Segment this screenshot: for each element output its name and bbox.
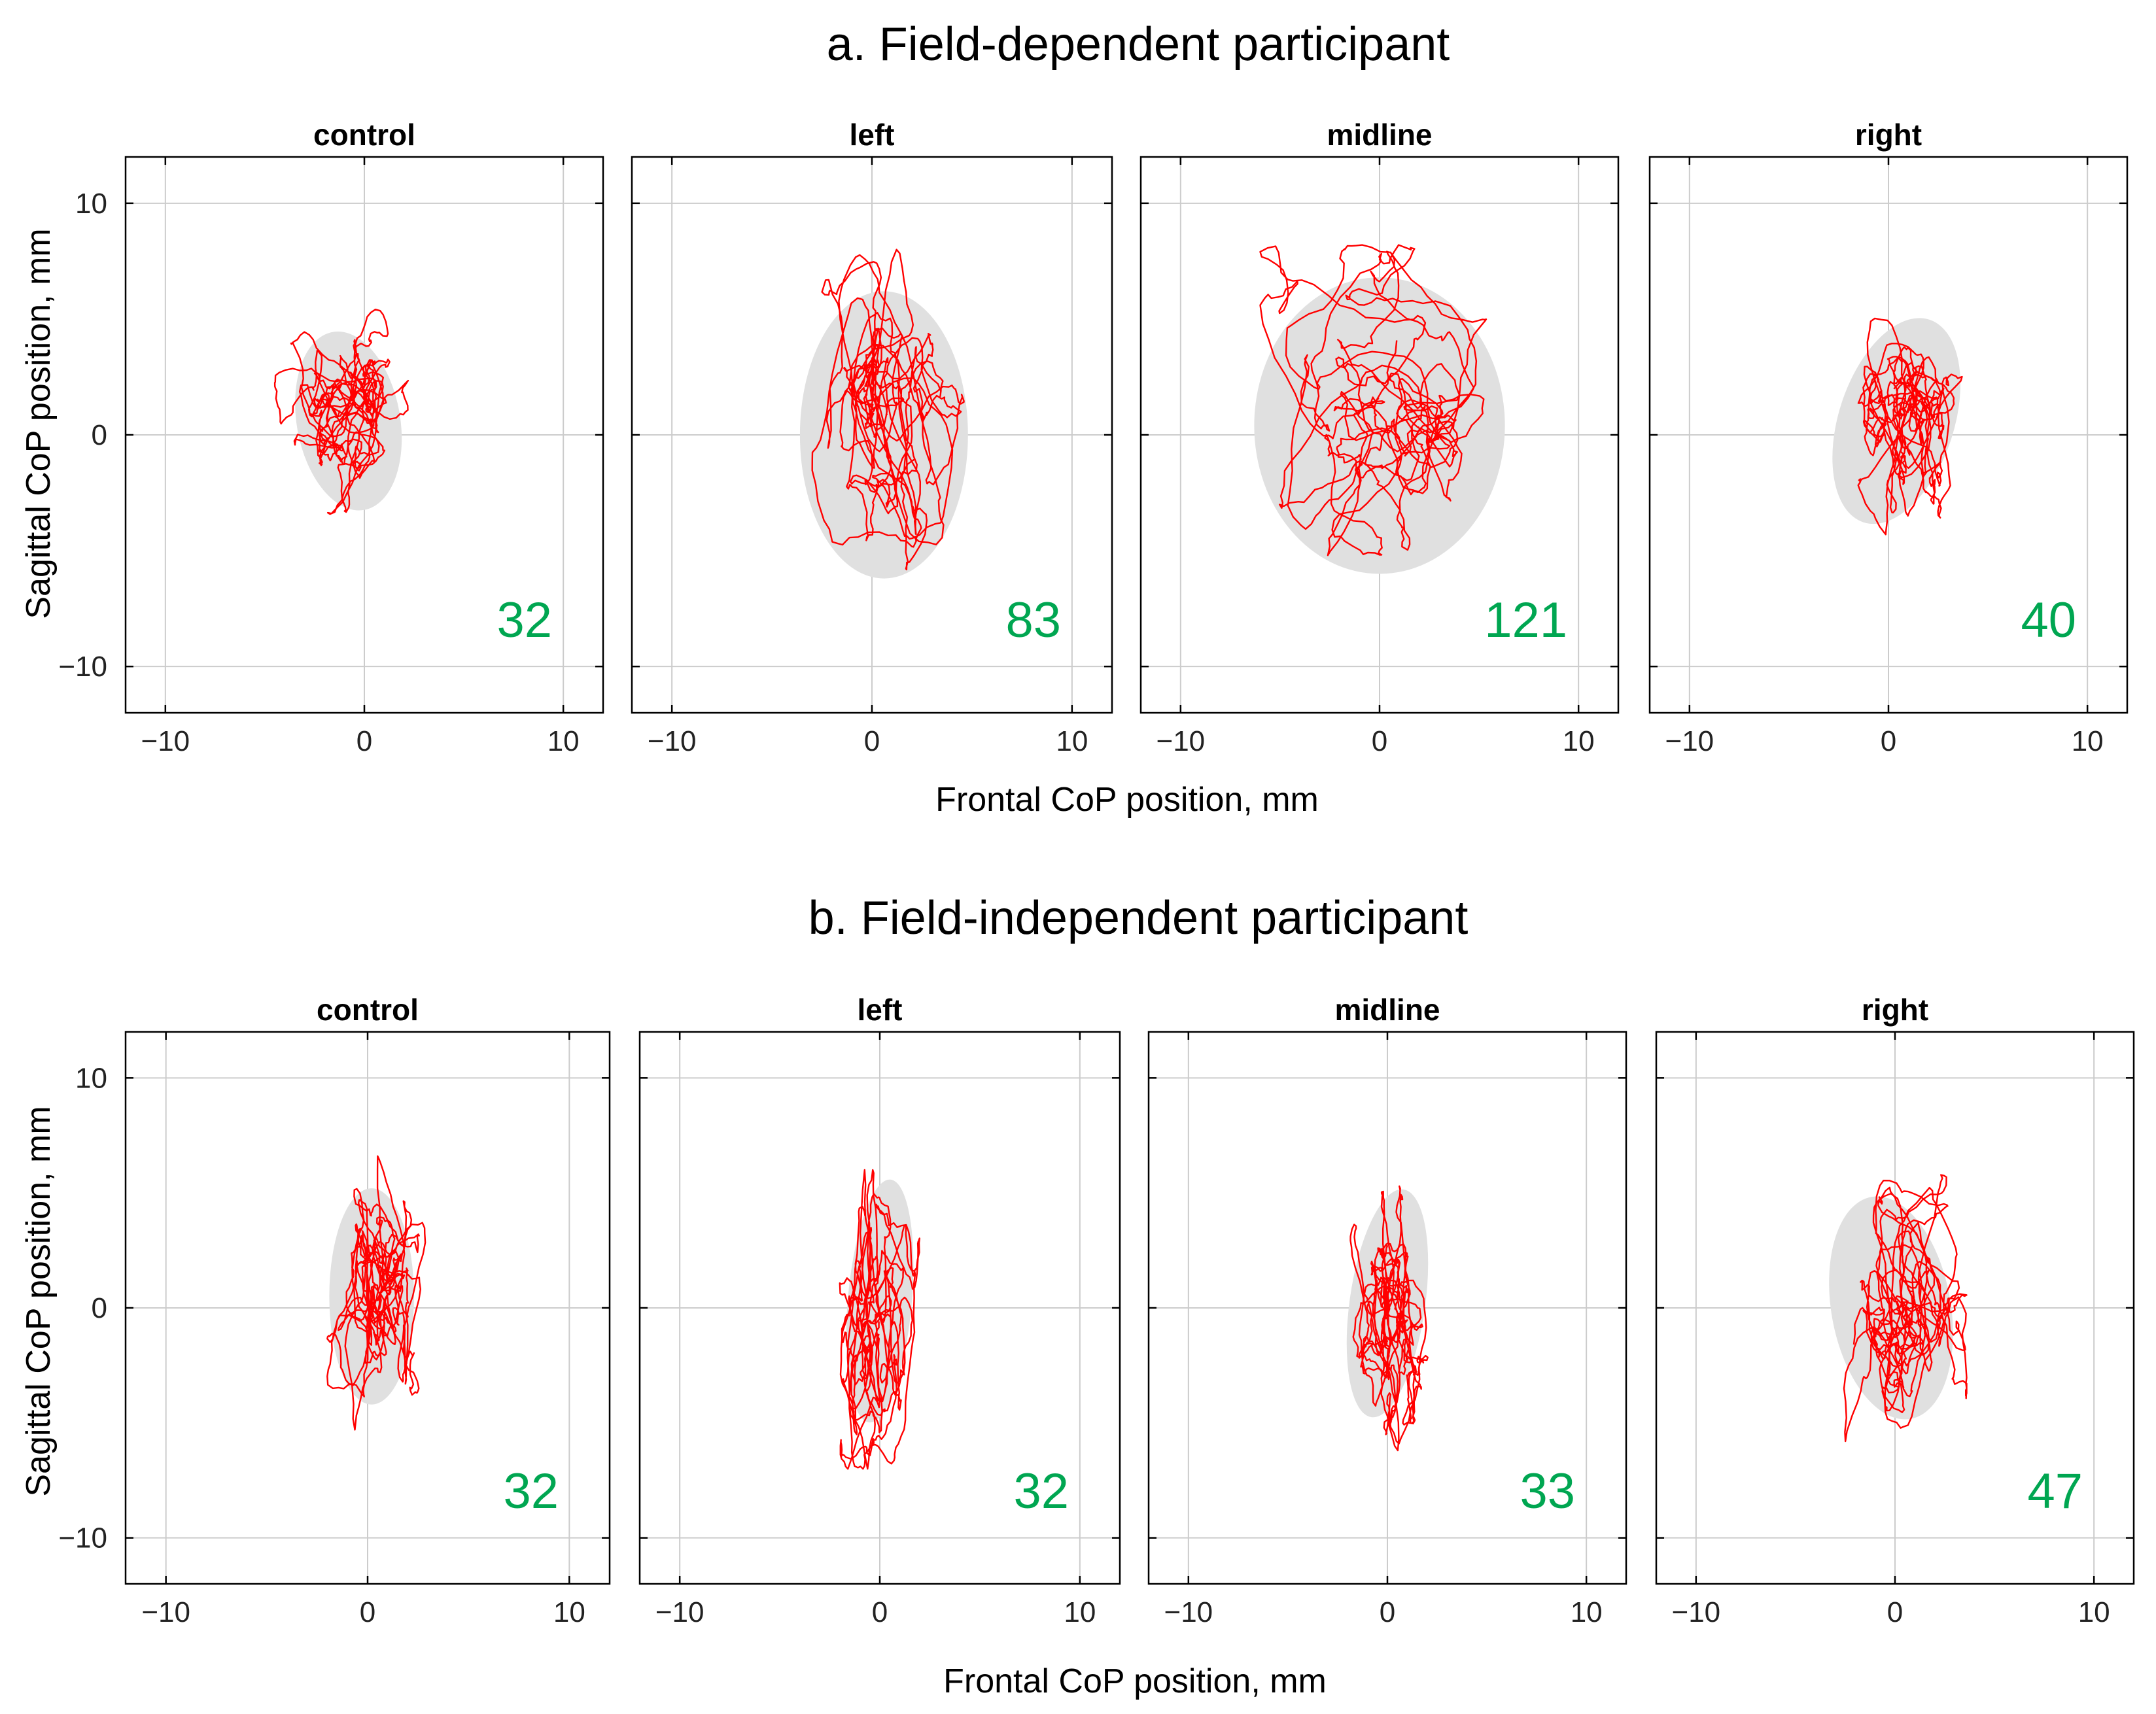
panel-title: control	[313, 118, 415, 152]
x-tick-label: 0	[1881, 725, 1896, 757]
sway-area-value: 32	[496, 592, 552, 648]
sway-area-value: 32	[1013, 1464, 1069, 1519]
cop-trace	[1349, 1185, 1429, 1452]
x-tick-label: −10	[1665, 725, 1714, 757]
y-tick-label: 0	[92, 1292, 107, 1324]
y-tick-label: −10	[58, 1522, 107, 1554]
sway-area-value: 83	[1005, 592, 1061, 648]
y-axis-label-a: Sagittal CoP position, mm	[20, 228, 58, 619]
x-tick-label: 0	[872, 1596, 888, 1628]
cop-trace	[326, 1155, 426, 1431]
panel-a-control: −10 0 10 −10 0 10 control 32	[58, 118, 604, 757]
y-tick-label: 10	[75, 188, 107, 220]
x-tick-label: 0	[1372, 725, 1387, 757]
x-tick-label: −10	[648, 725, 697, 757]
sway-area-value: 40	[2021, 592, 2076, 648]
x-tick-label: −10	[141, 1596, 190, 1628]
cop-trace	[1857, 317, 1963, 536]
x-tick-label: 0	[1380, 1596, 1395, 1628]
x-tick-label: −10	[141, 725, 190, 757]
panel-title: left	[850, 118, 895, 152]
sway-area-value: 33	[1520, 1464, 1575, 1519]
section-title-a: a. Field-dependent participant	[827, 18, 1450, 71]
x-tick-label: 10	[2072, 725, 2104, 757]
x-tick-label: 10	[1056, 725, 1088, 757]
panel-a-right: −10 0 10 right 40	[1648, 118, 2129, 757]
x-tick-label: 10	[1571, 1596, 1603, 1628]
x-tick-label: 10	[548, 725, 580, 757]
panel-b-control: −10 0 10 −10 0 10 control 32	[58, 993, 611, 1628]
x-tick-label: −10	[1164, 1596, 1213, 1628]
sway-area-value: 47	[2027, 1464, 2083, 1519]
cop-trace	[1843, 1174, 1968, 1443]
x-tick-label: 0	[360, 1596, 375, 1628]
y-tick-label: −10	[58, 651, 107, 683]
x-tick-label: 0	[356, 725, 372, 757]
panel-title: left	[858, 993, 903, 1027]
panel-title: right	[1862, 993, 1928, 1027]
cop-trace	[1259, 244, 1487, 557]
x-axis-label-b: Frontal CoP position, mm	[943, 1662, 1327, 1700]
x-tick-label: −10	[1156, 725, 1206, 757]
panel-title: midline	[1334, 993, 1440, 1027]
y-axis-label-b: Sagittal CoP position, mm	[20, 1106, 58, 1496]
x-tick-label: 10	[1563, 725, 1595, 757]
x-tick-label: 10	[1064, 1596, 1096, 1628]
panel-title: midline	[1327, 118, 1432, 152]
panel-b-left: −10 0 10 left 32	[638, 993, 1121, 1628]
panel-title: right	[1855, 118, 1922, 152]
x-tick-label: 0	[1887, 1596, 1903, 1628]
panel-a-left: −10 0 10 left 83	[631, 118, 1113, 757]
y-tick-label: 10	[75, 1062, 107, 1094]
panel-b-right: −10 0 10 right 47	[1655, 993, 2135, 1628]
x-axis-label-a: Frontal CoP position, mm	[935, 781, 1319, 819]
panel-a-midline: −10 0 10 midline 121	[1139, 118, 1620, 757]
sway-area-value: 121	[1484, 592, 1567, 648]
panel-title: control	[317, 993, 419, 1027]
cop-trace	[273, 309, 409, 515]
panel-b-midline: −10 0 10 midline 33	[1147, 993, 1627, 1628]
x-tick-label: 10	[553, 1596, 585, 1628]
x-tick-label: −10	[1672, 1596, 1721, 1628]
x-tick-label: 0	[864, 725, 880, 757]
sway-area-value: 32	[503, 1464, 559, 1519]
x-tick-label: −10	[655, 1596, 704, 1628]
section-title-b: b. Field-independent participant	[808, 892, 1469, 944]
cop-trace	[839, 1169, 921, 1470]
x-tick-label: 10	[2078, 1596, 2110, 1628]
y-tick-label: 0	[92, 419, 107, 451]
cop-trace	[811, 249, 965, 571]
confidence-ellipse	[1254, 277, 1505, 574]
